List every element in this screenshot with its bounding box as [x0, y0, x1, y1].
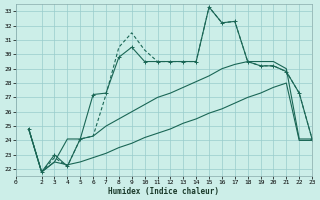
X-axis label: Humidex (Indice chaleur): Humidex (Indice chaleur) [108, 187, 220, 196]
